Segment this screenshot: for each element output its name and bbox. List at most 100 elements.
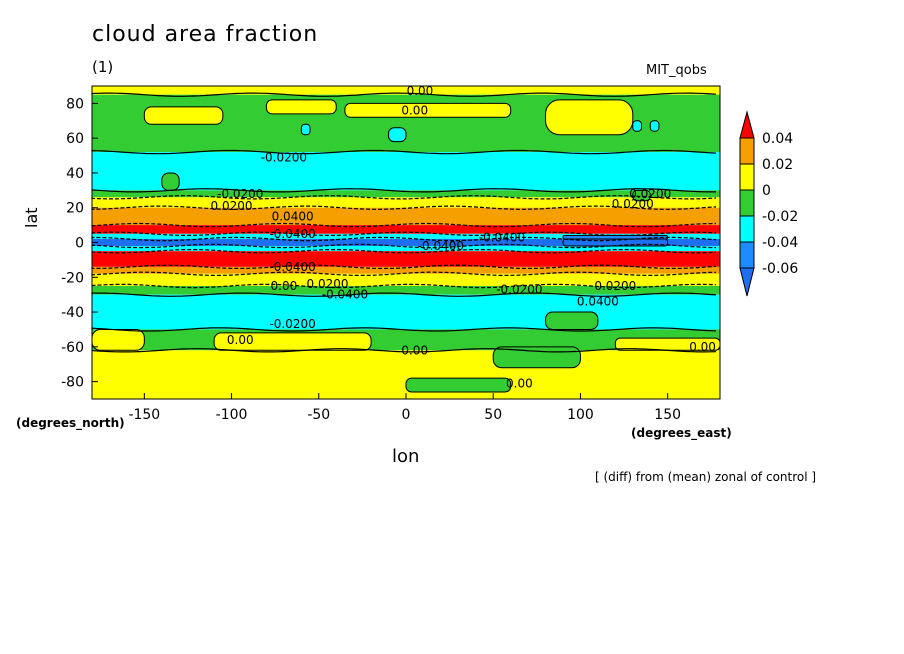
colorbar-label-0: 0.04 bbox=[762, 131, 793, 147]
heatmap-band-4 bbox=[92, 197, 720, 208]
y-tick-label-3: 20 bbox=[66, 201, 84, 217]
contour-label-16: 0.0400 bbox=[577, 295, 619, 309]
contour-line-2 bbox=[91, 188, 716, 193]
heatmap-patch-13 bbox=[300, 123, 311, 136]
contour-label-10: 0.0200 bbox=[612, 197, 654, 211]
contour-label-0: 0.00 bbox=[407, 84, 434, 98]
chart-title: cloud area fraction bbox=[92, 22, 319, 47]
heatmap-patch-12 bbox=[388, 127, 407, 143]
heatmap-band-16 bbox=[92, 350, 720, 399]
heatmap-patch-7 bbox=[91, 328, 145, 351]
heatmap-band-5 bbox=[92, 207, 720, 226]
contour-line-14 bbox=[91, 327, 717, 332]
colorbar-segment-4 bbox=[739, 215, 755, 243]
y-axis-label: lat bbox=[22, 207, 41, 228]
contour-label-11: -0.0400 bbox=[269, 260, 315, 274]
model-label: MIT_qobs bbox=[646, 63, 707, 78]
contour-label-3: -0.0200 bbox=[217, 187, 263, 201]
heatmap-patch-4 bbox=[161, 172, 180, 191]
heatmap-band-6 bbox=[92, 225, 720, 234]
contour-label-18: -0.0200 bbox=[269, 317, 315, 331]
colorbar-label-1: 0.02 bbox=[762, 157, 793, 173]
heatmap-band-14 bbox=[92, 294, 720, 330]
contour-label-21: 0.00 bbox=[689, 340, 716, 354]
x-axis-label: lon bbox=[392, 446, 420, 467]
colorbar-segment-5 bbox=[739, 241, 755, 269]
heatmap-band-12 bbox=[92, 273, 720, 286]
x-tick-label-4: 50 bbox=[484, 407, 502, 423]
heatmap-band-3 bbox=[92, 190, 720, 198]
contour-label-7: -0.0400 bbox=[418, 239, 464, 253]
contour-label-19: 0.00 bbox=[227, 333, 254, 347]
colorbar-label-3: -0.02 bbox=[762, 209, 798, 225]
colorbar-segment-3 bbox=[739, 189, 755, 217]
colorbar-segment-6 bbox=[739, 267, 755, 297]
chart-subtitle: (1) bbox=[92, 58, 114, 76]
colorbar-segment-0 bbox=[739, 110, 755, 139]
y-tick-label-0: 80 bbox=[66, 96, 84, 112]
heatmap-band-11 bbox=[92, 266, 720, 274]
x-tick-label-1: -100 bbox=[216, 407, 248, 423]
heatmap-patch-0 bbox=[143, 106, 224, 125]
heatmap-band-2 bbox=[92, 152, 720, 191]
colorbar-label-2: 0 bbox=[762, 183, 771, 199]
contour-line-0 bbox=[91, 92, 717, 97]
x-tick-label-5: 100 bbox=[567, 407, 594, 423]
colorbar-label-4: -0.04 bbox=[762, 235, 798, 251]
x-tick-label-2: -50 bbox=[307, 407, 330, 423]
heatmap-band-10 bbox=[92, 251, 720, 267]
y-tick-label-5: -20 bbox=[61, 270, 84, 286]
contour-label-14: 0.0200 bbox=[594, 279, 636, 293]
y-axis-units: (degrees_north) bbox=[16, 416, 125, 430]
contour-label-15: -0.0200 bbox=[496, 282, 542, 296]
heatmap-band-0 bbox=[92, 86, 720, 95]
heatmap-patch-14 bbox=[632, 120, 642, 132]
contour-label-5: 0.0400 bbox=[272, 209, 314, 223]
heatmap-patch-17 bbox=[562, 235, 669, 240]
y-tick-label-6: -40 bbox=[61, 305, 84, 321]
contour-line-12 bbox=[91, 283, 717, 289]
y-tick-label-2: 40 bbox=[66, 166, 84, 182]
contour-label-12: 0.0200 bbox=[307, 277, 349, 291]
contour-label-2: -0.0200 bbox=[261, 150, 307, 164]
contour-label-13: -0.0400 bbox=[322, 288, 368, 302]
colorbar-segment-2 bbox=[739, 163, 755, 191]
heatmap-patch-2 bbox=[344, 102, 512, 118]
heatmap-patch-6 bbox=[545, 311, 599, 330]
contour-label-4: 0.0200 bbox=[211, 199, 253, 213]
contour-label-6: -0.0400 bbox=[269, 227, 315, 241]
contour-label-9: 0.0200 bbox=[629, 187, 671, 201]
x-tick-label-0: -150 bbox=[128, 407, 160, 423]
contour-line-5 bbox=[91, 222, 717, 228]
y-tick-label-8: -80 bbox=[61, 375, 84, 391]
x-axis-units: (degrees_east) bbox=[631, 426, 732, 440]
contour-line-13 bbox=[91, 292, 717, 297]
heatmap-band-13 bbox=[92, 285, 720, 295]
heatmap-patch-9 bbox=[492, 346, 581, 369]
y-tick-label-7: -60 bbox=[61, 340, 84, 356]
x-tick-label-3: 0 bbox=[402, 407, 411, 423]
heatmap-patch-1 bbox=[265, 99, 337, 115]
heatmap-patch-3 bbox=[545, 99, 634, 136]
footnote: [ (diff) from (mean) zonal of control ] bbox=[595, 470, 817, 484]
colorbar-label-5: -0.06 bbox=[762, 261, 798, 277]
contour-line-1 bbox=[91, 149, 717, 155]
heatmap-patch-10 bbox=[405, 377, 512, 393]
heatmap-band-7 bbox=[92, 233, 720, 240]
contour-line-9 bbox=[91, 249, 717, 254]
x-tick-label-6: 150 bbox=[654, 407, 681, 423]
heatmap-band-9 bbox=[92, 245, 720, 252]
contour-label-1: 0.00 bbox=[401, 103, 428, 117]
heatmap-patch-15 bbox=[649, 120, 660, 132]
y-tick-label-4: 0 bbox=[75, 236, 84, 252]
contour-label-22: 0.00 bbox=[506, 376, 533, 390]
colorbar-segment-1 bbox=[739, 137, 755, 165]
contour-line-15 bbox=[91, 348, 717, 353]
contour-label-8: -0.0400 bbox=[479, 230, 525, 244]
y-tick-label-1: 60 bbox=[66, 131, 84, 147]
contour-label-20: 0.00 bbox=[401, 343, 428, 357]
heatmap-band-8 bbox=[92, 239, 720, 246]
heatmap-patch-8 bbox=[213, 332, 372, 351]
contour-label-17: 0.00 bbox=[271, 279, 298, 293]
